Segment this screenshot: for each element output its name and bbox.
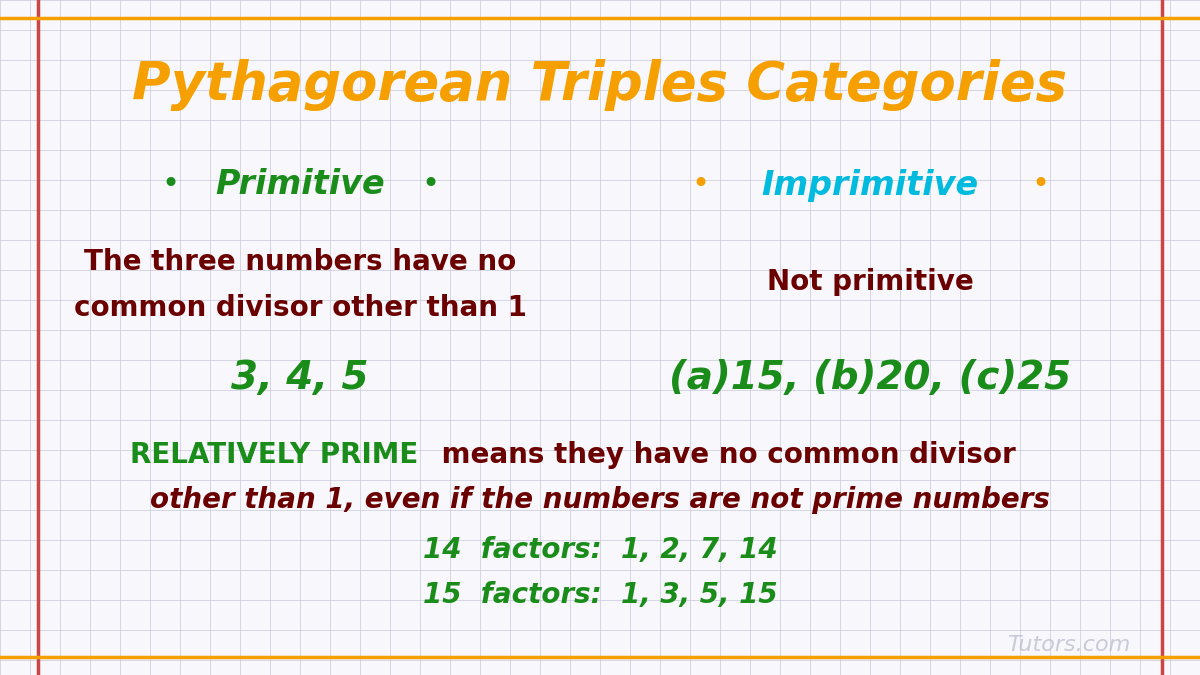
Text: RELATIVELY PRIME: RELATIVELY PRIME	[130, 441, 419, 469]
Text: •: •	[161, 171, 179, 200]
Text: common divisor other than 1: common divisor other than 1	[73, 294, 527, 322]
Text: Primitive: Primitive	[215, 169, 385, 202]
Text: Pythagorean Triples Categories: Pythagorean Triples Categories	[132, 59, 1068, 111]
Text: •: •	[691, 171, 709, 200]
Text: 3, 4, 5: 3, 4, 5	[232, 359, 368, 397]
Text: •: •	[421, 171, 439, 200]
Text: •: •	[1031, 171, 1049, 200]
Text: other than 1, even if the numbers are not prime numbers: other than 1, even if the numbers are no…	[150, 486, 1050, 514]
Text: (a)15, (b)20, (c)25: (a)15, (b)20, (c)25	[668, 359, 1072, 397]
Text: 15  factors:  1, 3, 5, 15: 15 factors: 1, 3, 5, 15	[422, 581, 778, 609]
Text: Not primitive: Not primitive	[767, 268, 973, 296]
Text: means they have no common divisor: means they have no common divisor	[432, 441, 1015, 469]
Text: Imprimitive: Imprimitive	[762, 169, 978, 202]
Text: The three numbers have no: The three numbers have no	[84, 248, 516, 276]
Text: Tutors.com: Tutors.com	[1007, 635, 1130, 655]
Text: 14  factors:  1, 2, 7, 14: 14 factors: 1, 2, 7, 14	[422, 536, 778, 564]
